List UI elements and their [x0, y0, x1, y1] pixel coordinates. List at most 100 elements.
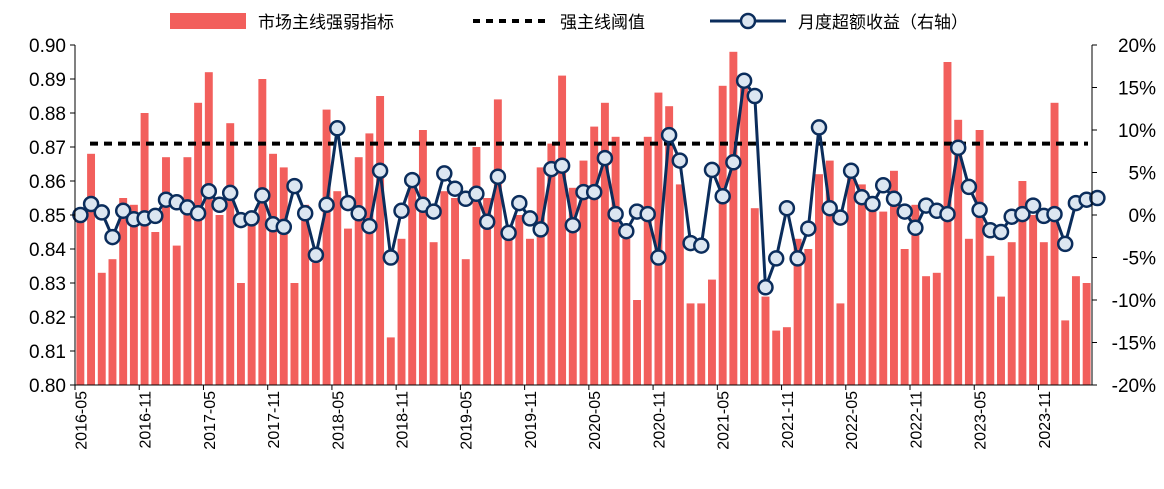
bar: [87, 153, 96, 385]
x-tick-label: 2022-11: [908, 391, 925, 449]
line-point: [660, 126, 678, 144]
bar: [162, 157, 170, 385]
line-point: [318, 196, 335, 214]
bar: [526, 238, 534, 385]
x-tick-label: 2021-11: [780, 391, 797, 449]
right-tick-label: -5%: [1122, 249, 1156, 270]
bar: [119, 198, 128, 385]
bar: [1071, 276, 1080, 385]
left-tick-label: 0.86: [29, 172, 66, 193]
line-point: [639, 205, 656, 223]
line-point: [200, 182, 218, 200]
line-point: [189, 205, 207, 222]
bar: [911, 204, 920, 385]
bar: [932, 272, 941, 385]
line-point: [286, 177, 303, 195]
bar: [429, 242, 438, 385]
line-series: [72, 72, 1106, 296]
line-point: [703, 161, 721, 179]
bar: [836, 303, 845, 385]
right-axis-ticks: -20% -15% -10% -5% 0% 5% 10% 15% 20%: [1092, 36, 1156, 397]
bar: [151, 232, 160, 385]
line-point: [93, 204, 111, 221]
line-point: [596, 149, 614, 167]
bar: [1007, 242, 1016, 385]
line-point: [478, 213, 496, 231]
line-point: [693, 237, 710, 254]
bar: [547, 143, 556, 385]
line-point: [864, 195, 881, 213]
bar: [900, 249, 909, 385]
bar: [815, 174, 823, 385]
right-tick-label: -20%: [1112, 376, 1156, 397]
legend: 市场主线强弱指标 强主线阈值 月度超额收益（右轴）: [170, 12, 968, 33]
bar: [611, 136, 620, 385]
bar: [943, 62, 952, 385]
line-point: [671, 152, 689, 169]
x-tick-label: 2023-11: [1037, 391, 1054, 449]
line-point: [832, 209, 849, 226]
x-tick-label: 2020-05: [587, 391, 604, 450]
bar: [847, 174, 856, 385]
bar: [183, 157, 192, 385]
line-point: [564, 216, 582, 234]
line-point: [896, 203, 913, 220]
bar: [675, 184, 684, 385]
line-point: [104, 228, 121, 246]
line-point: [296, 205, 314, 222]
bar: [322, 109, 331, 385]
line-point: [907, 219, 924, 237]
bar: [568, 187, 577, 385]
line-point: [307, 246, 325, 264]
x-tick-label: 2017-11: [266, 391, 283, 449]
bar: [772, 330, 781, 385]
line-point: [949, 139, 967, 157]
bar: [922, 276, 931, 385]
bar: [708, 279, 716, 385]
left-tick-label: 0.82: [29, 308, 66, 329]
x-tick-label: 2018-05: [330, 391, 347, 450]
left-tick-label: 0.87: [29, 138, 66, 159]
line-point: [757, 279, 774, 296]
bar: [333, 191, 342, 385]
bar: [654, 92, 663, 385]
line-point: [243, 210, 260, 227]
bar: [558, 75, 567, 385]
bar: [376, 96, 385, 385]
line-point: [992, 223, 1010, 241]
line-point: [874, 177, 892, 194]
left-tick-label: 0.90: [29, 36, 66, 57]
bar: [397, 238, 406, 385]
line-point: [403, 171, 421, 189]
bar: [194, 102, 203, 386]
line-point: [553, 157, 571, 174]
x-tick-label: 2018-11: [395, 391, 412, 449]
line-point: [607, 205, 624, 223]
right-tick-label: -10%: [1112, 291, 1156, 312]
line-point: [618, 222, 635, 240]
legend-line-marker: [739, 12, 757, 30]
bar: [1018, 181, 1027, 385]
line-point: [382, 249, 400, 266]
bar: [236, 283, 245, 385]
bar: [536, 167, 545, 385]
line-point: [254, 187, 271, 204]
line-point: [500, 224, 517, 242]
x-tick-label: 2023-05: [973, 391, 990, 450]
line-point: [221, 184, 239, 202]
line-point: [939, 205, 956, 223]
right-tick-label: 15%: [1118, 79, 1156, 100]
bar: [515, 215, 524, 385]
line-point: [361, 217, 378, 235]
bar: [804, 249, 813, 385]
line-point: [425, 203, 442, 220]
bar: [879, 211, 888, 385]
bar: [1050, 102, 1059, 386]
bar: [418, 130, 427, 385]
x-tick-label: 2020-11: [651, 391, 668, 449]
bar: [172, 245, 181, 385]
bar: [386, 337, 395, 385]
x-tick-label: 2019-11: [523, 391, 540, 449]
bars: [76, 51, 1091, 386]
bar: [665, 106, 674, 385]
